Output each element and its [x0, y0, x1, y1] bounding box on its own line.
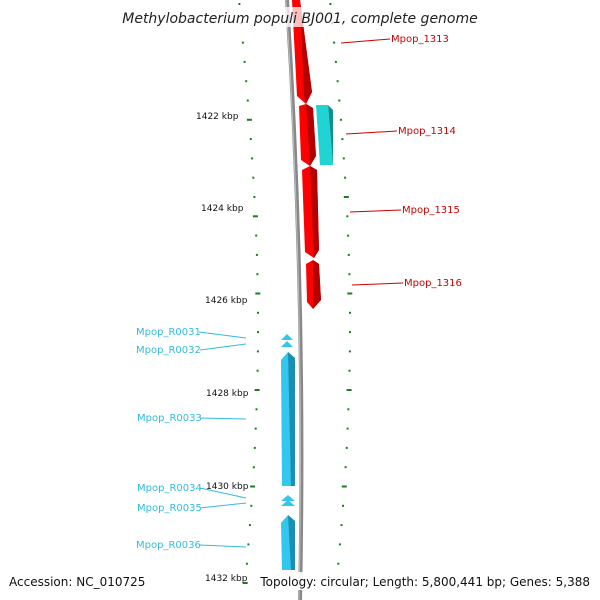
genome-backbone-highlight	[285, 0, 301, 600]
map-title: Methylobacterium populi BJ001, complete …	[122, 11, 478, 27]
footer-background-left	[6, 572, 154, 590]
genome-summary-text: Topology: circular; Length: 5,800,441 bp…	[259, 575, 590, 589]
title-background	[124, 7, 476, 27]
gene-label-Mpop_R0032: Mpop_R0032	[136, 345, 201, 356]
leader-Mpop_1313	[340, 38, 391, 44]
rna-gene-Mpop_R0036[interactable]	[281, 515, 295, 570]
gene-label-Mpop_R0031: Mpop_R0031	[136, 327, 201, 338]
rna-gene-Mpop_R0034[interactable]	[281, 495, 295, 501]
rna-gene-Mpop_R0033[interactable]	[281, 352, 295, 486]
footer-background-right	[256, 572, 594, 590]
red-gene-Mpop_1316[interactable]	[306, 260, 321, 309]
kbp-label-1432: 1432 kbp	[205, 574, 248, 584]
gene-label-Mpop_R0036: Mpop_R0036	[136, 540, 201, 551]
kbp-label-1430: 1430 kbp	[206, 482, 249, 492]
gene-label-Mpop_R0034: Mpop_R0034	[137, 483, 202, 494]
gene-label-Mpop_1316: Mpop_1316	[404, 278, 462, 289]
kbp-label-1422: 1422 kbp	[196, 112, 239, 122]
rna-gene-Mpop_R0032[interactable]	[281, 341, 293, 347]
rna-gene-Mpop_R0035[interactable]	[281, 500, 295, 506]
kbp-label-1424: 1424 kbp	[201, 204, 244, 214]
outer-ruler	[329, 3, 353, 584]
gene-label-Mpop_R0033: Mpop_R0033	[137, 413, 202, 424]
leader-Mpop_R0033	[199, 417, 247, 420]
leader-Mpop_1315	[349, 209, 402, 213]
red-gene-Mpop_1315[interactable]	[302, 166, 319, 258]
accession-text: Accession: NC_010725	[9, 575, 145, 589]
inner-ruler	[238, 3, 261, 584]
gene-label-Mpop_1313: Mpop_1313	[391, 34, 449, 45]
leader-Mpop_R0032	[199, 343, 247, 351]
leader-Mpop_R0035	[199, 502, 247, 509]
kbp-label-1426: 1426 kbp	[205, 296, 248, 306]
leader-Mpop_1314	[345, 130, 398, 135]
rna-gene-Mpop_R0031[interactable]	[281, 334, 293, 340]
genome-backbone	[285, 0, 304, 600]
kbp-label-1428: 1428 kbp	[206, 389, 249, 399]
leader-Mpop_R0031	[198, 331, 247, 339]
gene-label-Mpop_1315: Mpop_1315	[402, 205, 460, 216]
gene-label-Mpop_1314: Mpop_1314	[398, 126, 456, 137]
leader-Mpop_R0036	[199, 544, 247, 548]
leader-Mpop_1316	[351, 282, 404, 286]
gene-label-Mpop_R0035: Mpop_R0035	[137, 503, 202, 514]
leader-Mpop_R0034	[199, 487, 247, 499]
red-gene-Mpop_1314[interactable]	[299, 104, 316, 166]
cyan-gene-Mpop_1314[interactable]	[316, 105, 333, 165]
